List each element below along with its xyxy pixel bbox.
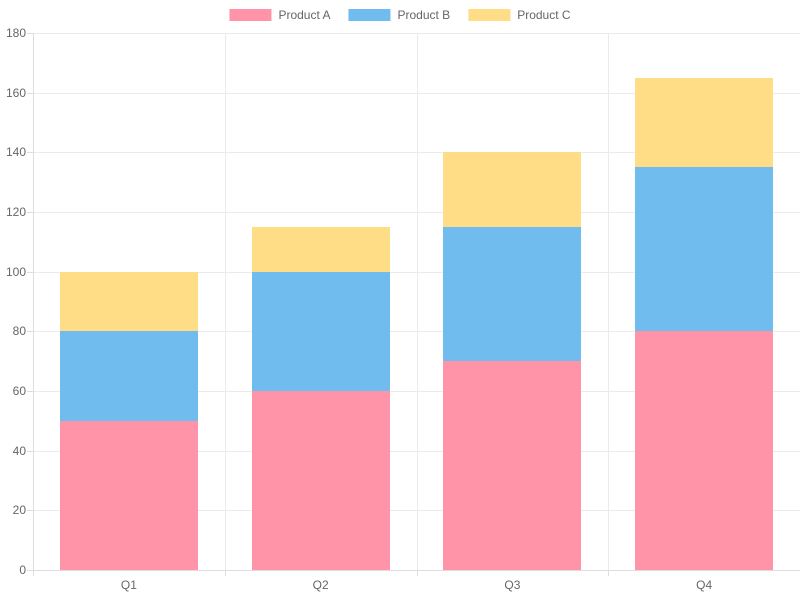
gridline-vertical [416, 33, 418, 570]
x-tick-label: Q1 [120, 578, 137, 592]
y-tick-label: 100 [5, 264, 26, 279]
y-tick-label: 60 [12, 384, 26, 398]
legend-label: Product C [517, 8, 571, 22]
legend-item-product-a[interactable]: Product A [229, 8, 330, 22]
gridline-vertical [224, 33, 226, 570]
y-tick-label: 40 [12, 443, 26, 458]
legend-swatch-icon [229, 9, 272, 21]
legend-swatch-icon [348, 9, 391, 21]
bar-segment-q2-product-a[interactable] [251, 391, 390, 570]
bar-segment-q3-product-b[interactable] [443, 226, 582, 362]
y-axis-line [33, 33, 34, 570]
x-tick-label: Q2 [312, 578, 329, 592]
y-axis-tick [27, 212, 33, 213]
bar-segment-q1-product-a[interactable] [59, 420, 198, 570]
legend: Product A Product B Product C [229, 8, 571, 22]
x-axis-tick [33, 570, 34, 576]
bar-segment-q4-product-b[interactable] [635, 167, 774, 332]
legend-label: Product B [397, 8, 451, 22]
y-tick-label: 0 [19, 563, 26, 577]
bar-segment-q1-product-b[interactable] [59, 331, 198, 421]
legend-item-product-b[interactable]: Product B [348, 8, 450, 22]
x-axis-tick [608, 570, 610, 576]
bar-segment-q3-product-c[interactable] [443, 152, 582, 227]
y-axis-tick [27, 391, 33, 392]
x-axis-tick [416, 570, 418, 576]
y-axis-tick [27, 450, 33, 452]
bar-segment-q4-product-c[interactable] [635, 77, 774, 168]
y-axis-tick [27, 331, 33, 333]
gridline-vertical [608, 33, 610, 570]
x-tick-label: Q3 [504, 578, 521, 592]
legend-swatch-icon [468, 9, 511, 21]
legend-label: Product A [278, 8, 331, 22]
y-axis-tick [27, 152, 33, 154]
bar-segment-q4-product-a[interactable] [635, 331, 774, 570]
y-tick-label: 160 [5, 85, 26, 100]
y-axis-tick [27, 510, 33, 512]
y-axis-tick [27, 570, 33, 571]
bar-segment-q3-product-a[interactable] [443, 361, 582, 570]
y-axis-tick [27, 33, 33, 34]
y-axis-tick [27, 271, 33, 273]
y-tick-label: 80 [12, 324, 26, 339]
bar-segment-q2-product-b[interactable] [251, 271, 390, 391]
y-tick-label: 180 [5, 26, 26, 40]
x-tick-label: Q4 [696, 578, 713, 592]
legend-item-product-c[interactable]: Product C [468, 8, 571, 22]
bar-segment-q2-product-c[interactable] [251, 226, 390, 272]
y-axis-tick [27, 92, 33, 94]
y-tick-label: 120 [5, 205, 26, 219]
x-axis-tick [224, 570, 226, 576]
y-tick-label: 20 [12, 503, 26, 518]
y-tick-label: 140 [5, 145, 26, 160]
bar-segment-q1-product-c[interactable] [59, 271, 198, 332]
